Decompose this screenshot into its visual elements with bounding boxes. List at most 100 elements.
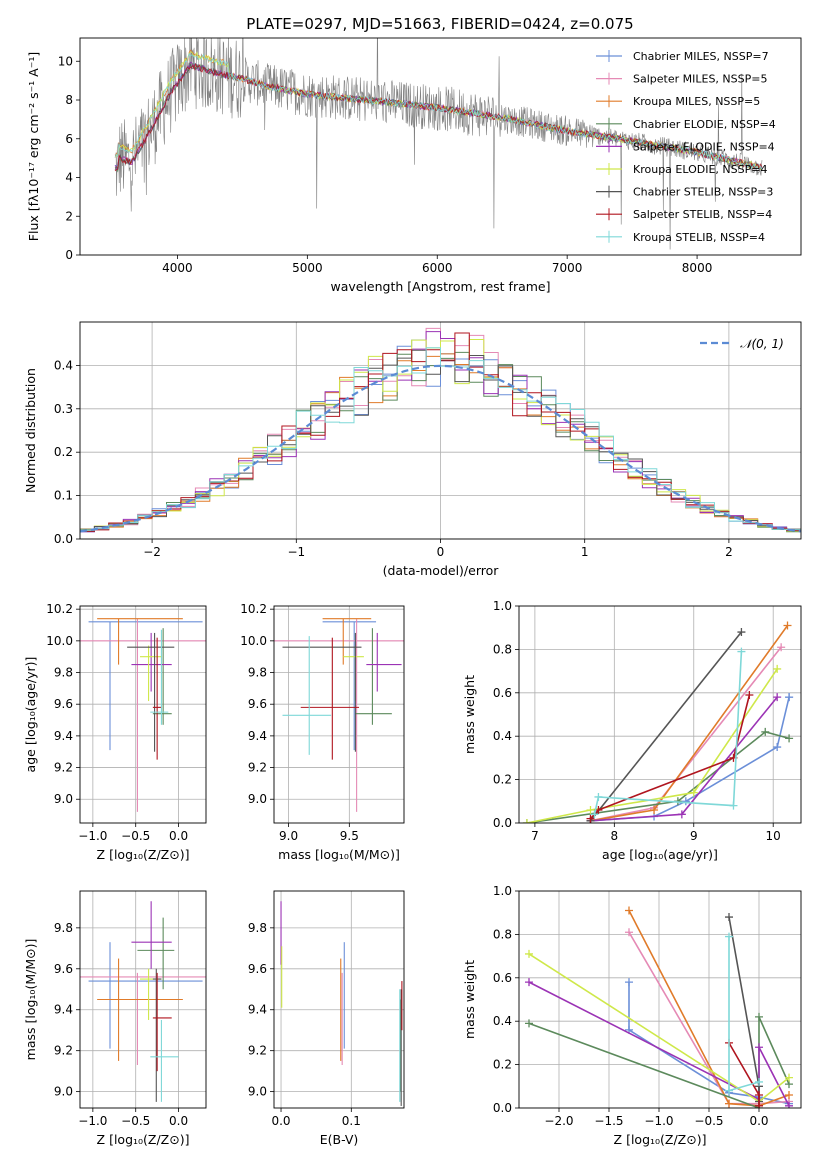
model-spectrum <box>114 52 763 171</box>
y-tick-label: 9.2 <box>248 1044 267 1058</box>
x-tick-label: 7000 <box>552 261 583 275</box>
weight-marker <box>525 1019 533 1028</box>
y-tick-label: 0.2 <box>493 1058 512 1072</box>
y-tick-label: 9.4 <box>248 729 267 743</box>
y-tick-label: 9.0 <box>248 792 267 806</box>
errorbar-point <box>97 958 183 1061</box>
errorbar-point <box>150 629 169 725</box>
y-tick-label: 2 <box>65 209 73 223</box>
y-tick-label: 10.2 <box>240 602 267 616</box>
x-tick-label: −1.0 <box>78 1114 107 1128</box>
weight-series <box>628 931 790 1105</box>
weight-series <box>628 910 790 1107</box>
y-tick-label: 0.3 <box>54 402 73 416</box>
x-tick-label: −1.5 <box>594 1114 623 1128</box>
axes-frame <box>273 605 405 824</box>
y-tick-label: 6 <box>65 132 73 146</box>
y-axis-label: age [log₁₀(age/yr)] <box>23 657 38 773</box>
y-tick-label: 9.4 <box>54 729 73 743</box>
x-axis-label: wavelength [Angstrom, rest frame] <box>330 279 550 294</box>
weight-marker <box>625 928 633 937</box>
weight-marker <box>755 1090 763 1099</box>
plot-area <box>274 606 404 823</box>
x-tick-label: 9.5 <box>340 829 359 843</box>
x-axis-label: age [log₁₀(age/yr)] <box>602 847 718 862</box>
x-tick-label: 1 <box>581 545 589 559</box>
weight-marker <box>761 727 770 736</box>
weight-marker <box>681 797 690 806</box>
y-tick-label: 9.8 <box>248 666 267 680</box>
weight-marker <box>745 690 754 699</box>
x-axis-label: mass [log₁₀(M/M⊙)] <box>278 847 400 862</box>
y-tick-label: 9.2 <box>248 761 267 775</box>
weight-series <box>526 668 778 823</box>
errorbar-point <box>274 618 404 812</box>
panel-age-vs-mass: 9.0 9.5 9.0 9.2 9.4 9.6 9.8 10.0 10.2 mass [log₁₀… <box>240 602 405 862</box>
y-tick-label: 0.4 <box>493 1014 512 1028</box>
axes-frame <box>79 37 802 256</box>
panel-mass-vs-Z: −1.0 −0.5 0.0 9.0 9.2 9.4 9.6 9.8 Z [log₁₀(Z/Z⊙)… <box>23 890 207 1147</box>
weight-marker <box>725 1099 733 1108</box>
panel-weight-vs-Z: −2.0 −1.5 −1.0 −0.5 0.0 0.0 0.2 0.4 0.6 0.8 1.0 Z [… <box>462 884 802 1147</box>
weight-marker <box>725 1086 733 1095</box>
y-tick-label: 9.8 <box>248 921 267 935</box>
plot-area <box>519 606 801 823</box>
y-tick-label: 9.4 <box>54 1003 73 1017</box>
errorbar-point <box>152 628 172 725</box>
x-tick-label: −2 <box>143 545 161 559</box>
weight-marker <box>522 819 531 823</box>
errorbar-point <box>322 618 372 665</box>
errorbar-point <box>343 645 364 702</box>
y-tick-label: 9.8 <box>54 666 73 680</box>
residual-histogram <box>80 331 801 533</box>
x-tick-label: 7 <box>531 829 539 843</box>
axes-frame <box>518 605 802 824</box>
y-tick-label: 0.0 <box>493 816 512 830</box>
y-tick-label: 0.2 <box>54 445 73 459</box>
y-axis-label: mass weight <box>462 675 477 754</box>
y-tick-label: 9.4 <box>248 1003 267 1017</box>
weight-marker <box>773 743 782 752</box>
y-axis-label: Normed distribution <box>23 368 38 493</box>
y-tick-label: 10.0 <box>240 634 267 648</box>
errorbar-point <box>282 632 362 752</box>
weight-marker <box>737 647 746 656</box>
y-tick-label: 0 <box>65 248 73 262</box>
weight-marker <box>755 1012 763 1021</box>
weight-marker <box>785 1090 793 1099</box>
weight-series <box>528 981 790 1107</box>
y-tick-label: 1.0 <box>493 599 512 613</box>
legend-entry: Chabrier STELIB, NSSP=3 <box>633 186 773 199</box>
panel-spectrum: 4000 5000 6000 7000 8000 0 2 4 6 8 10 wavelength [A… <box>26 37 802 294</box>
weight-marker <box>586 814 595 823</box>
weight-marker <box>773 664 782 673</box>
errorbar-point <box>152 637 162 760</box>
y-tick-label: 10.0 <box>46 634 73 648</box>
weight-marker <box>755 1043 763 1052</box>
y-tick-label: 9.6 <box>248 697 267 711</box>
y-tick-label: 9.0 <box>54 792 73 806</box>
y-tick-label: 9.6 <box>54 962 73 976</box>
y-tick-label: 10.2 <box>46 602 73 616</box>
x-tick-label: 0 <box>437 545 445 559</box>
panel-residuals: −2 −1 0 1 2 0.0 0.1 0.2 0.3 0.4 (data-model)/error… <box>23 321 802 578</box>
observed-spectrum <box>114 38 763 250</box>
weight-marker <box>777 643 786 652</box>
errorbar-point <box>300 637 360 760</box>
y-tick-label: 9.6 <box>54 697 73 711</box>
legend-entry: Kroupa ELODIE, NSSP=4 <box>633 163 767 176</box>
y-tick-label: 9.2 <box>54 761 73 775</box>
errorbar-point <box>88 942 203 1049</box>
weight-series <box>589 631 743 822</box>
plot-area <box>80 891 206 1108</box>
x-tick-label: 0.0 <box>169 829 188 843</box>
x-tick-label: 4000 <box>162 261 193 275</box>
figure-title: PLATE=0297, MJD=51663, FIBERID=0424, z=0… <box>246 15 633 33</box>
y-tick-label: 1.0 <box>493 884 512 898</box>
x-tick-label: −0.5 <box>121 829 150 843</box>
x-axis-label: (data-model)/error <box>383 563 500 578</box>
y-tick-label: 0.4 <box>493 729 512 743</box>
weight-marker <box>625 978 633 987</box>
errorbar-point <box>282 636 332 755</box>
x-tick-label: 5000 <box>292 261 323 275</box>
